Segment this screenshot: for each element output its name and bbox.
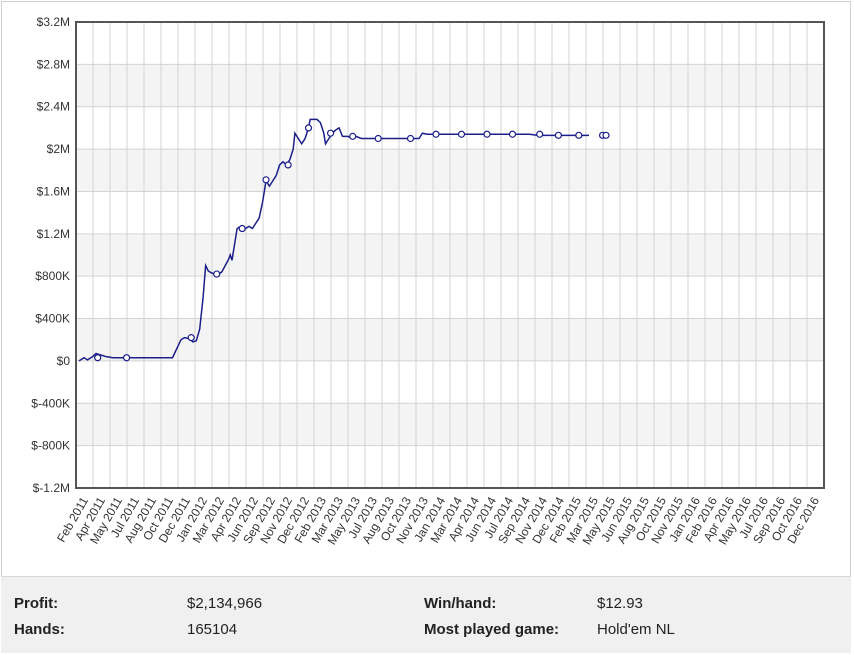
- profit-value: $2,134,966: [187, 595, 263, 612]
- y-tick-label: $0: [57, 354, 71, 368]
- y-tick-label: $2.8M: [37, 57, 70, 71]
- series-point: [508, 130, 517, 138]
- series-point: [536, 130, 544, 138]
- y-tick-label: $-800K: [31, 439, 70, 453]
- series-point: [187, 334, 195, 342]
- most-played-game-label: Most played game:: [424, 621, 560, 638]
- y-tick-label: $2.4M: [37, 100, 70, 114]
- hands-label: Hands:: [14, 621, 65, 638]
- y-tick-label: $400K: [35, 312, 70, 326]
- y-tick-label: $800K: [35, 269, 70, 283]
- series-point: [432, 130, 440, 138]
- series-point: [457, 130, 466, 138]
- profit-chart: $3.2M $2.8M $2.4M $2M $1.6M $1.2M $800K $400K $0…: [31, 15, 825, 547]
- series-point: [262, 176, 270, 184]
- series-point: [238, 224, 246, 233]
- series-point: [374, 134, 382, 143]
- series-point: [304, 124, 313, 132]
- series-point: [406, 134, 415, 143]
- y-tick-label: $1.2M: [37, 227, 70, 241]
- y-tick-label: $-400K: [31, 396, 70, 410]
- y-tick-label: $-1.2M: [33, 481, 70, 495]
- win-per-hand-value: $12.93: [597, 595, 643, 612]
- series-point: [602, 131, 610, 139]
- most-played-game-value: Hold'em NL: [597, 621, 675, 638]
- y-tick-label: $2M: [47, 142, 70, 156]
- win-per-hand-label: Win/hand:: [424, 595, 497, 612]
- series-point: [94, 354, 102, 362]
- profit-series-line: [78, 118, 589, 362]
- y-tick-label: $3.2M: [37, 15, 70, 29]
- series-point: [575, 131, 583, 139]
- series-point: [284, 161, 292, 169]
- profit-label: Profit:: [14, 595, 59, 612]
- series-point: [122, 354, 131, 362]
- plot-border: [75, 21, 825, 489]
- hands-value: 165104: [187, 621, 238, 638]
- series-point: [213, 270, 221, 278]
- series-point: [554, 131, 563, 139]
- series-point: [327, 129, 335, 137]
- stats-panel: Profit: $2,134,966 Hands: 165104 Win/han…: [1, 576, 851, 653]
- series-point: [483, 130, 491, 138]
- series-point: [349, 132, 357, 140]
- y-tick-label: $1.6M: [37, 184, 70, 198]
